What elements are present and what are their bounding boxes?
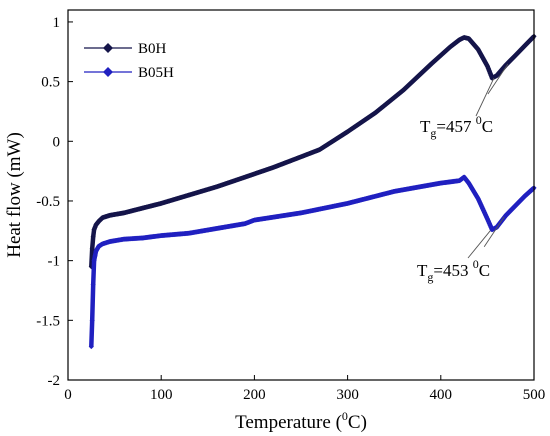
x-axis-label-unit-suffix: C <box>348 412 361 433</box>
data-point <box>89 246 95 252</box>
series-b0h <box>88 33 537 270</box>
y-tick-label: -1 <box>48 254 61 270</box>
x-tick-label: 0 <box>64 387 72 403</box>
series-layer <box>88 33 537 350</box>
data-point <box>477 200 483 206</box>
data-point <box>486 68 492 74</box>
data-point <box>478 202 484 208</box>
y-tick-label: 0.5 <box>41 75 60 91</box>
y-tick-label: -1.5 <box>36 313 60 329</box>
y-tick-label: -2 <box>48 373 61 389</box>
data-point <box>91 258 97 264</box>
tg-annotation: Tg=453 0C <box>417 257 490 284</box>
legend-label: B0H <box>138 41 167 57</box>
data-point <box>88 343 94 350</box>
legend-label: B05H <box>138 65 174 81</box>
data-point <box>475 46 481 52</box>
annotation-leader-a <box>475 77 495 117</box>
data-point <box>476 198 482 204</box>
x-tick-label: 300 <box>336 387 359 403</box>
ticks-layer: 0 100 200 300 400 500 1 0.5 0 -0.5 -1 -1.5 -2 <box>36 15 545 403</box>
legend-marker <box>103 43 113 53</box>
annotation-leader-b <box>487 63 509 95</box>
data-point <box>488 224 494 231</box>
x-tick-label: 500 <box>523 387 546 403</box>
y-tick-label: 1 <box>53 15 61 31</box>
data-point <box>485 65 491 72</box>
data-point <box>478 51 484 57</box>
annotation-leader-a <box>467 230 491 259</box>
data-point <box>485 218 491 224</box>
legend-marker <box>103 67 113 77</box>
y-tick-label: 0 <box>53 134 61 150</box>
annotation-leader-b <box>483 216 505 248</box>
data-point <box>480 206 486 212</box>
data-point <box>482 60 489 66</box>
x-tick-label: 100 <box>150 387 173 403</box>
tg-annotation: Tg=457 0C <box>420 113 493 140</box>
x-axis-label-name: Temperature <box>235 412 331 433</box>
data-point <box>89 317 95 323</box>
data-point <box>480 55 486 61</box>
plot-frame <box>67 9 535 381</box>
x-tick-label: 200 <box>243 387 266 403</box>
x-axis-label-unit-base: 0 <box>342 409 348 423</box>
annotations: Tg=457 0C Tg=453 0C <box>417 63 509 284</box>
y-axis-label: Heat flow (mW) <box>4 132 25 258</box>
data-point <box>90 281 96 288</box>
data-point <box>488 73 494 79</box>
data-point <box>486 220 492 226</box>
data-point <box>484 63 490 69</box>
data-point <box>477 50 483 56</box>
legend: B0H B05H <box>84 41 174 81</box>
data-point <box>476 48 482 54</box>
x-tick-label: 400 <box>430 387 453 403</box>
data-point <box>483 61 490 68</box>
data-point <box>483 214 490 220</box>
data-point <box>90 234 96 240</box>
x-axis-label: Temperature (0C) <box>235 409 367 433</box>
y-tick-label: -0.5 <box>36 194 60 210</box>
data-point <box>92 253 98 259</box>
data-point <box>484 216 490 222</box>
data-point <box>475 195 481 202</box>
